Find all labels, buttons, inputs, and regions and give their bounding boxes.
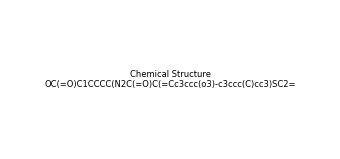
Text: Chemical Structure
OC(=O)C1CCCC(N2C(=O)C(=Cc3ccc(o3)-c3ccc(C)cc3)SC2=: Chemical Structure OC(=O)C1CCCC(N2C(=O)C… [44, 70, 296, 89]
